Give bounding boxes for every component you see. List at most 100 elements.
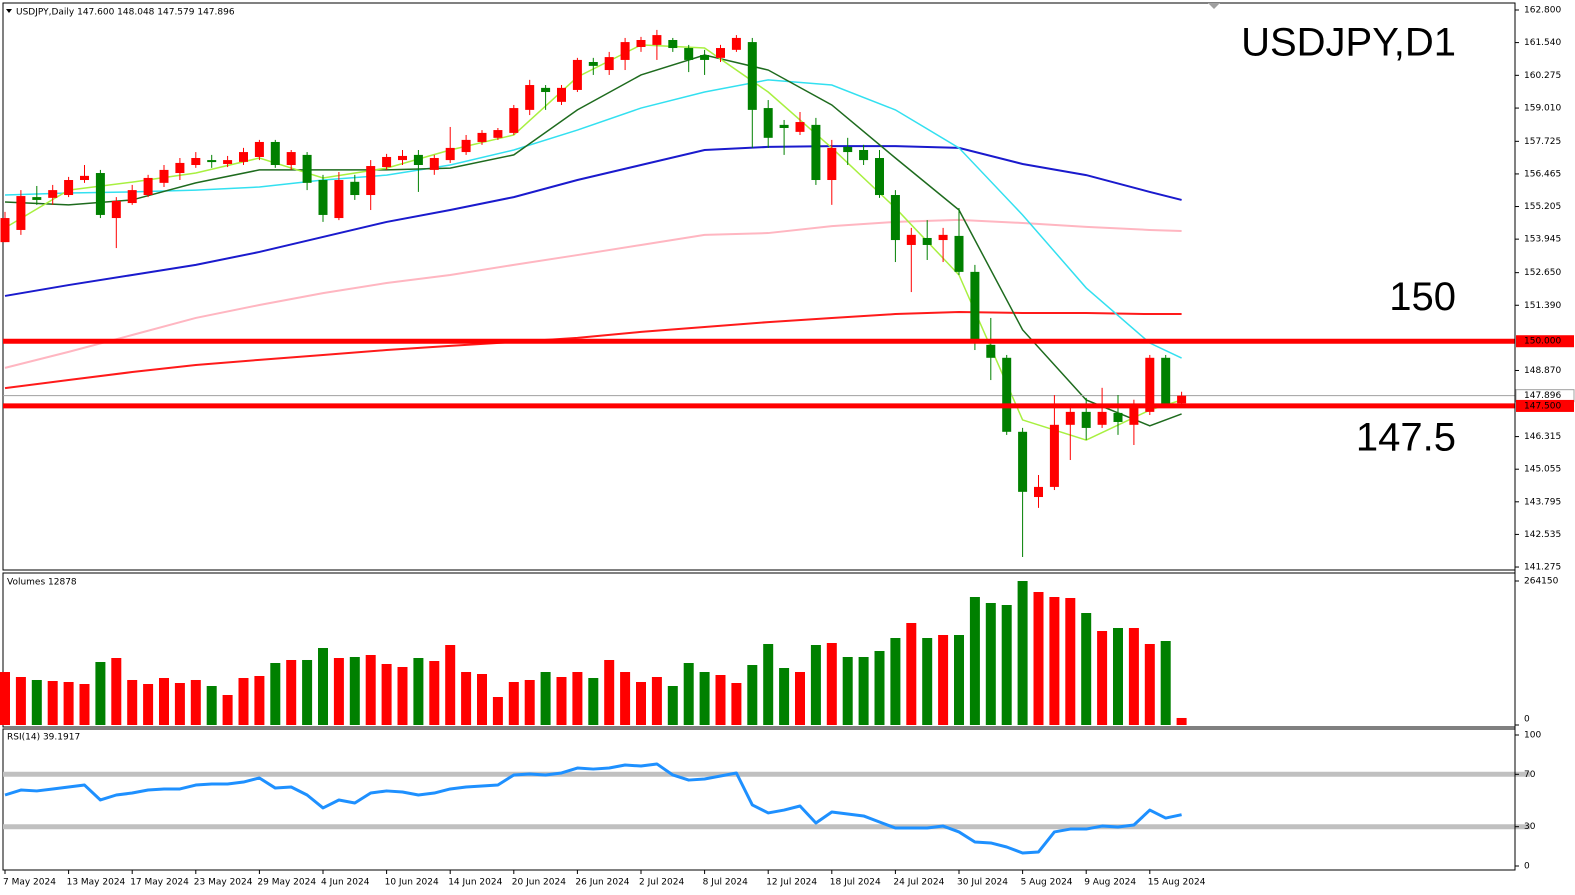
candle-body (127, 190, 137, 204)
volume-bar (1128, 627, 1139, 725)
volume-bar (1160, 640, 1171, 725)
candle-body (843, 146, 853, 153)
candle-body (493, 130, 503, 138)
x-tick-label: 10 Jun 2024 (385, 878, 439, 888)
candle-body (986, 344, 996, 358)
volume-bar (461, 672, 472, 725)
y-tick-label: 70 (1524, 770, 1536, 780)
candle-body (143, 177, 153, 196)
volume-bar (47, 681, 58, 725)
volume-bar (1097, 631, 1108, 725)
volume-bar (381, 663, 392, 725)
candle-body (318, 180, 328, 215)
x-tick-label: 30 Jul 2024 (957, 878, 1008, 888)
candle-body (413, 154, 423, 165)
candle-body (827, 147, 837, 181)
volume-bar (795, 672, 805, 725)
volume-bar (127, 679, 138, 725)
candle-body (604, 57, 614, 71)
level-label: 150.000 (1524, 337, 1561, 347)
volume-bar (620, 672, 631, 725)
moving-average (4, 145, 1182, 297)
y-tick-label: 151.390 (1524, 301, 1561, 311)
volume-bar (858, 656, 869, 725)
candle-body (572, 59, 582, 90)
x-tick-label: 24 Jul 2024 (893, 878, 944, 888)
volume-bar (636, 681, 646, 725)
volume-bar (747, 665, 758, 725)
chart-title: USDJPY,D1 (1241, 21, 1456, 65)
candle-body (541, 87, 551, 93)
candle-body (922, 237, 932, 245)
volume-bar (1081, 613, 1092, 725)
y-tick-label: 161.540 (1524, 38, 1561, 48)
volume-bar (985, 602, 996, 725)
candle-body (875, 158, 884, 196)
x-tick-label: 29 May 2024 (257, 878, 316, 888)
volume-bar (508, 681, 519, 725)
volume-bar (540, 672, 551, 725)
y-tick-label: 264150 (1524, 577, 1559, 587)
candle-body (1129, 407, 1139, 425)
candle-body (779, 124, 789, 128)
volume-bar (270, 663, 281, 725)
y-tick-label: 30 (1524, 822, 1536, 832)
candle-body (191, 158, 201, 165)
y-tick-label: 153.945 (1524, 235, 1561, 245)
moving-average (4, 79, 1182, 359)
volume-bar (318, 647, 328, 725)
x-tick-label: 13 May 2024 (67, 878, 126, 888)
chart-header: USDJPY,Daily 147.600 148.048 147.579 147… (16, 8, 235, 18)
x-tick-label: 5 Aug 2024 (1021, 878, 1073, 888)
volume-bar (1065, 597, 1076, 725)
x-tick-label: 2 Jul 2024 (639, 878, 684, 888)
candle-body (461, 139, 471, 153)
candle-body (223, 160, 233, 164)
volume-bar (1113, 627, 1123, 725)
volume-bar (206, 686, 217, 725)
volume-bar (922, 638, 933, 725)
volume-bar (1049, 597, 1060, 725)
candle-body (366, 166, 376, 196)
volume-bar (810, 645, 821, 725)
volume-bar (413, 658, 424, 725)
x-tick-label: 14 Jun 2024 (448, 878, 502, 888)
candle-body (445, 147, 455, 161)
volume-bar (302, 659, 313, 725)
volume-bar (174, 683, 185, 725)
volume-bar (254, 675, 265, 725)
candle-body (1113, 412, 1123, 422)
candle-body (700, 55, 710, 60)
chart-header: Volumes 12878 (7, 578, 77, 588)
candle-body (668, 40, 678, 49)
y-tick-label: 145.055 (1524, 465, 1561, 475)
candle-body (525, 85, 535, 110)
y-tick-label: 155.205 (1524, 202, 1561, 212)
candle-body (588, 62, 598, 66)
y-tick-label: 162.800 (1524, 5, 1561, 15)
volume-bar (651, 677, 662, 725)
y-tick-label: 142.535 (1524, 530, 1561, 540)
volume-bar (588, 677, 599, 725)
volume-bar (604, 659, 615, 725)
volume-bar (429, 661, 440, 725)
menu-arrow[interactable] (6, 9, 12, 13)
volume-bar (524, 679, 535, 725)
candle-body (32, 197, 42, 200)
x-tick-label: 12 Jul 2024 (766, 878, 817, 888)
volume-bar (238, 677, 249, 725)
volume-bar (190, 679, 201, 725)
level-box (1516, 399, 1574, 412)
candle-body (302, 154, 312, 183)
volume-bar (1176, 717, 1187, 725)
y-tick-label: 141.275 (1524, 563, 1561, 573)
plot-layer: USDJPY,Daily 147.600 148.048 147.579 147… (0, 3, 1575, 888)
volume-bar (111, 658, 122, 725)
candle-body (811, 124, 821, 181)
candle-body (557, 87, 566, 102)
volume-bar (365, 654, 376, 725)
candle-body (652, 35, 662, 45)
candle-body (286, 152, 296, 165)
candle-body (350, 181, 360, 196)
